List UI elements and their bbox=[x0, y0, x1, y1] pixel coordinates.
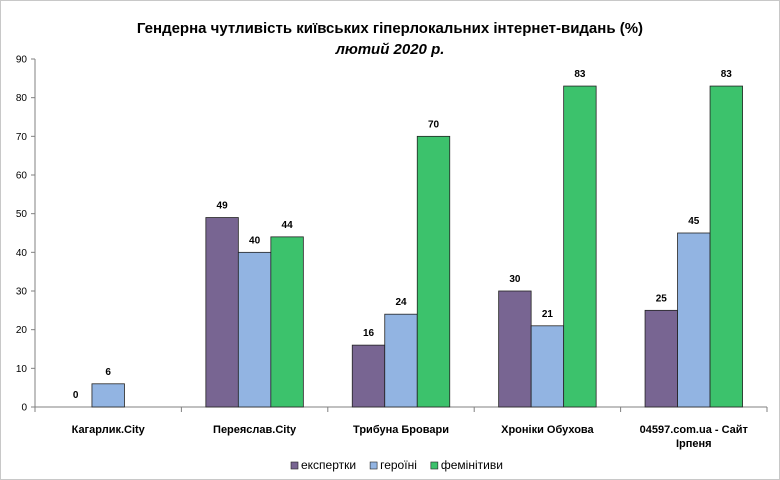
bar bbox=[91, 383, 125, 408]
data-label: 21 bbox=[542, 309, 554, 320]
data-label: 83 bbox=[574, 69, 586, 80]
bar bbox=[677, 232, 711, 408]
data-label: 49 bbox=[217, 201, 229, 212]
bar bbox=[709, 85, 743, 408]
y-tick-label: 50 bbox=[16, 209, 28, 220]
data-label: 30 bbox=[509, 274, 521, 285]
data-label: 44 bbox=[282, 220, 294, 231]
category-label: Переяслав.City bbox=[213, 424, 297, 436]
data-label: 70 bbox=[428, 119, 440, 130]
data-label: 6 bbox=[105, 367, 111, 378]
y-tick-label: 90 bbox=[16, 55, 28, 66]
bar bbox=[530, 325, 565, 408]
y-tick-label: 10 bbox=[16, 364, 28, 375]
bar bbox=[205, 217, 239, 408]
bar bbox=[563, 85, 597, 408]
bar bbox=[498, 290, 532, 408]
y-tick-label: 0 bbox=[21, 403, 27, 414]
category-label: Кагарлик.City bbox=[72, 424, 146, 436]
category-label: Хроніки Обухова bbox=[501, 424, 594, 436]
data-label: 83 bbox=[721, 69, 733, 80]
y-tick-label: 80 bbox=[16, 93, 28, 104]
legend-label: героїні bbox=[380, 458, 417, 472]
bar bbox=[270, 236, 304, 408]
y-tick-label: 70 bbox=[16, 132, 28, 143]
legend-label: експертки bbox=[301, 458, 356, 472]
bars bbox=[91, 85, 743, 408]
legend-swatch bbox=[369, 461, 378, 470]
data-label: 45 bbox=[688, 216, 700, 227]
category-label: 04597.com.ua - Сайт bbox=[640, 424, 749, 436]
y-tick-label: 40 bbox=[16, 248, 28, 259]
category-label: Трибуна Бровари bbox=[353, 424, 449, 436]
y-tick-label: 20 bbox=[16, 325, 28, 336]
legend-swatch bbox=[290, 461, 299, 470]
bar bbox=[384, 313, 418, 408]
bar bbox=[351, 344, 386, 408]
chart-subtitle: лютий 2020 р. bbox=[335, 41, 445, 58]
legend-swatch bbox=[430, 461, 439, 470]
data-label: 24 bbox=[395, 297, 407, 308]
bar bbox=[237, 251, 272, 408]
y-tick-label: 60 bbox=[16, 171, 28, 182]
data-label: 25 bbox=[656, 293, 668, 304]
bar bbox=[416, 135, 451, 408]
y-tick-label: 30 bbox=[16, 287, 28, 298]
data-labels: 0 6 49 40 44 16 24 70 30 21 83 25 45 83 bbox=[73, 69, 732, 401]
data-label: 0 bbox=[73, 390, 79, 401]
chart-title: Гендерна чутливість київських гіперлокал… bbox=[137, 20, 643, 37]
bar bbox=[644, 309, 678, 408]
legend: експертки героїні фемінітиви bbox=[290, 458, 503, 472]
data-label: 40 bbox=[249, 235, 261, 246]
legend-label: фемінітиви bbox=[441, 458, 503, 472]
category-label: Ірпеня bbox=[676, 438, 712, 450]
data-label: 16 bbox=[363, 328, 375, 339]
